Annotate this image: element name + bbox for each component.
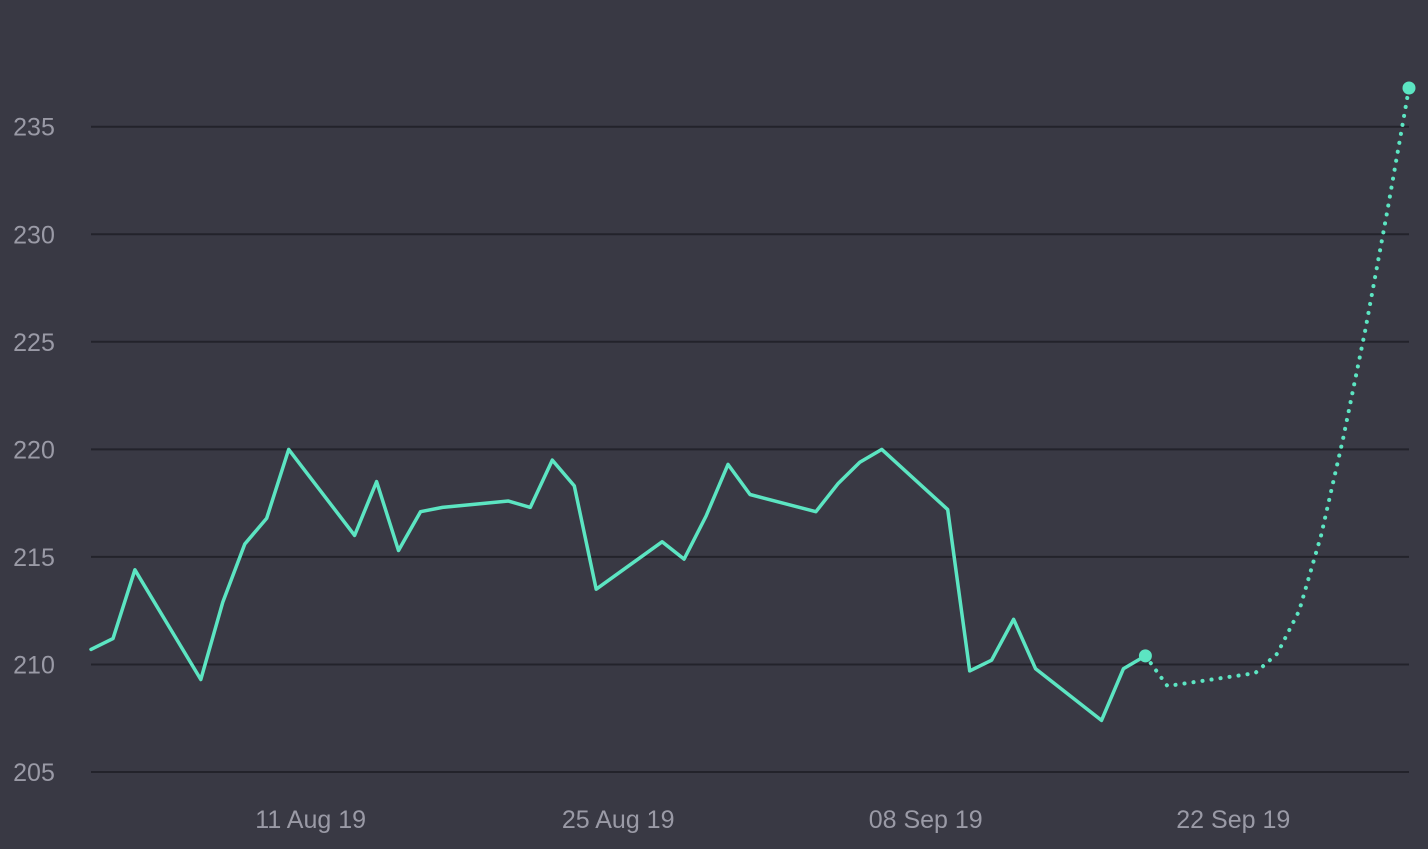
y-axis: 205 210 215 220 225 230 235 [13,114,55,787]
x-tick-label: 08 Sep 19 [869,806,983,834]
forecast-end-point [1402,81,1416,95]
y-tick-label: 220 [13,436,55,464]
y-tick-label: 225 [13,329,55,357]
price-series-line [89,447,1148,723]
y-tick-label: 205 [13,759,55,787]
x-tick-label: 25 Aug 19 [562,806,675,834]
x-axis: 11 Aug 19 25 Aug 19 08 Sep 19 22 Sep 19 [255,806,1290,834]
forecast-series-line [1143,86,1411,689]
x-tick-label: 11 Aug 19 [255,806,366,834]
y-tick-label: 235 [13,114,55,142]
last-actual-point [1138,649,1152,663]
endpoint-markers [1138,81,1416,663]
y-tick-label: 210 [13,651,55,679]
y-tick-label: 215 [13,544,55,572]
x-tick-label: 22 Sep 19 [1176,806,1290,834]
grid-lines [91,125,1409,773]
y-tick-label: 230 [13,221,55,249]
series-group [89,86,1411,723]
